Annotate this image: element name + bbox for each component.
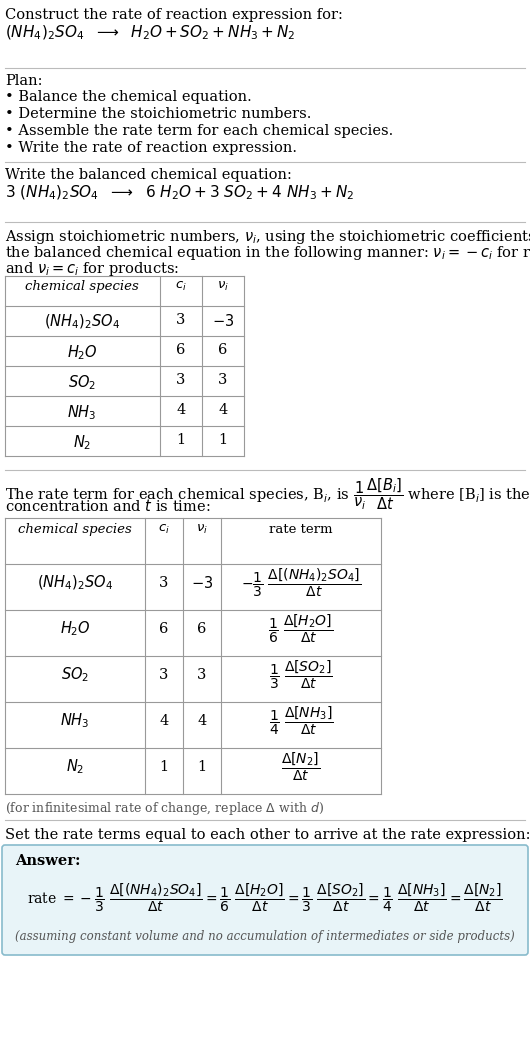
Text: 3: 3 xyxy=(160,576,169,590)
Text: Plan:: Plan: xyxy=(5,74,42,88)
Text: rate term: rate term xyxy=(269,523,333,536)
Text: 1: 1 xyxy=(198,760,207,774)
Text: $NH_3$: $NH_3$ xyxy=(67,403,97,422)
Text: $\dfrac{1}{6}\ \dfrac{\Delta[H_2O]}{\Delta t}$: $\dfrac{1}{6}\ \dfrac{\Delta[H_2O]}{\Del… xyxy=(268,613,334,645)
Text: $\nu_i$: $\nu_i$ xyxy=(196,523,208,537)
Text: $-3$: $-3$ xyxy=(191,575,213,591)
Text: $N_2$: $N_2$ xyxy=(66,757,84,776)
Text: $\nu_i$: $\nu_i$ xyxy=(217,280,229,293)
Text: • Assemble the rate term for each chemical species.: • Assemble the rate term for each chemic… xyxy=(5,124,393,138)
Text: 3: 3 xyxy=(218,373,228,387)
Text: $(NH_4)_2SO_4$: $(NH_4)_2SO_4$ xyxy=(44,313,120,332)
Text: 3: 3 xyxy=(197,668,207,682)
Text: $SO_2$: $SO_2$ xyxy=(68,373,96,391)
Text: $c_i$: $c_i$ xyxy=(175,280,187,293)
Text: The rate term for each chemical species, B$_i$, is $\dfrac{1}{\nu_i}\dfrac{\Delt: The rate term for each chemical species,… xyxy=(5,476,530,511)
Text: $N_2$: $N_2$ xyxy=(73,433,91,452)
Text: rate $= -\dfrac{1}{3}\ \dfrac{\Delta[(NH_4)_2SO_4]}{\Delta t}$$ = \dfrac{1}{6}\ : rate $= -\dfrac{1}{3}\ \dfrac{\Delta[(NH… xyxy=(27,882,503,914)
FancyBboxPatch shape xyxy=(2,845,528,955)
Text: 4: 4 xyxy=(218,403,227,417)
Text: 3: 3 xyxy=(160,668,169,682)
Text: 3: 3 xyxy=(176,373,186,387)
Text: $NH_3$: $NH_3$ xyxy=(60,711,90,730)
Text: Set the rate terms equal to each other to arrive at the rate expression:: Set the rate terms equal to each other t… xyxy=(5,828,530,842)
Text: $(NH_4)_2SO_4$  $\longrightarrow$  $H_2O + SO_2 + NH_3 + N_2$: $(NH_4)_2SO_4$ $\longrightarrow$ $H_2O +… xyxy=(5,24,296,43)
Text: chemical species: chemical species xyxy=(18,523,132,536)
Text: Write the balanced chemical equation:: Write the balanced chemical equation: xyxy=(5,168,292,182)
Text: • Balance the chemical equation.: • Balance the chemical equation. xyxy=(5,90,252,104)
Text: 6: 6 xyxy=(218,343,228,357)
Text: $SO_2$: $SO_2$ xyxy=(61,665,89,684)
Text: 1: 1 xyxy=(218,433,227,447)
Text: • Write the rate of reaction expression.: • Write the rate of reaction expression. xyxy=(5,141,297,155)
Text: $-\dfrac{1}{3}\ \dfrac{\Delta[(NH_4)_2SO_4]}{\Delta t}$: $-\dfrac{1}{3}\ \dfrac{\Delta[(NH_4)_2SO… xyxy=(241,567,361,599)
Text: $H_2O$: $H_2O$ xyxy=(67,343,98,362)
Text: 3: 3 xyxy=(176,313,186,327)
Text: $H_2O$: $H_2O$ xyxy=(59,619,91,638)
Text: the balanced chemical equation in the following manner: $\nu_i = -c_i$ for react: the balanced chemical equation in the fo… xyxy=(5,244,530,262)
Text: $(NH_4)_2SO_4$: $(NH_4)_2SO_4$ xyxy=(37,574,113,592)
Text: concentration and $t$ is time:: concentration and $t$ is time: xyxy=(5,498,210,514)
Text: chemical species: chemical species xyxy=(25,280,139,293)
Text: $\dfrac{1}{4}\ \dfrac{\Delta[NH_3]}{\Delta t}$: $\dfrac{1}{4}\ \dfrac{\Delta[NH_3]}{\Del… xyxy=(269,705,333,737)
Text: (for infinitesimal rate of change, replace $\Delta$ with $d$): (for infinitesimal rate of change, repla… xyxy=(5,800,324,817)
Text: $3\ (NH_4)_2SO_4$  $\longrightarrow$  $6\ H_2O + 3\ SO_2 + 4\ NH_3 + N_2$: $3\ (NH_4)_2SO_4$ $\longrightarrow$ $6\ … xyxy=(5,184,354,202)
Text: Assign stoichiometric numbers, $\nu_i$, using the stoichiometric coefficients, $: Assign stoichiometric numbers, $\nu_i$, … xyxy=(5,228,530,246)
Text: 6: 6 xyxy=(176,343,186,357)
Text: $c_i$: $c_i$ xyxy=(158,523,170,537)
Text: $\dfrac{\Delta[N_2]}{\Delta t}$: $\dfrac{\Delta[N_2]}{\Delta t}$ xyxy=(281,751,321,783)
Text: $-3$: $-3$ xyxy=(212,313,234,329)
Text: 4: 4 xyxy=(160,714,169,728)
Text: and $\nu_i = c_i$ for products:: and $\nu_i = c_i$ for products: xyxy=(5,260,179,278)
Text: Answer:: Answer: xyxy=(15,854,81,868)
Text: 4: 4 xyxy=(176,403,186,417)
Text: 1: 1 xyxy=(160,760,169,774)
Text: • Determine the stoichiometric numbers.: • Determine the stoichiometric numbers. xyxy=(5,107,312,121)
Text: 4: 4 xyxy=(197,714,207,728)
Text: (assuming constant volume and no accumulation of intermediates or side products): (assuming constant volume and no accumul… xyxy=(15,930,515,943)
Text: 6: 6 xyxy=(160,622,169,636)
Text: 6: 6 xyxy=(197,622,207,636)
Text: 1: 1 xyxy=(176,433,186,447)
Text: $\dfrac{1}{3}\ \dfrac{\Delta[SO_2]}{\Delta t}$: $\dfrac{1}{3}\ \dfrac{\Delta[SO_2]}{\Del… xyxy=(269,659,333,691)
Text: Construct the rate of reaction expression for:: Construct the rate of reaction expressio… xyxy=(5,8,343,22)
